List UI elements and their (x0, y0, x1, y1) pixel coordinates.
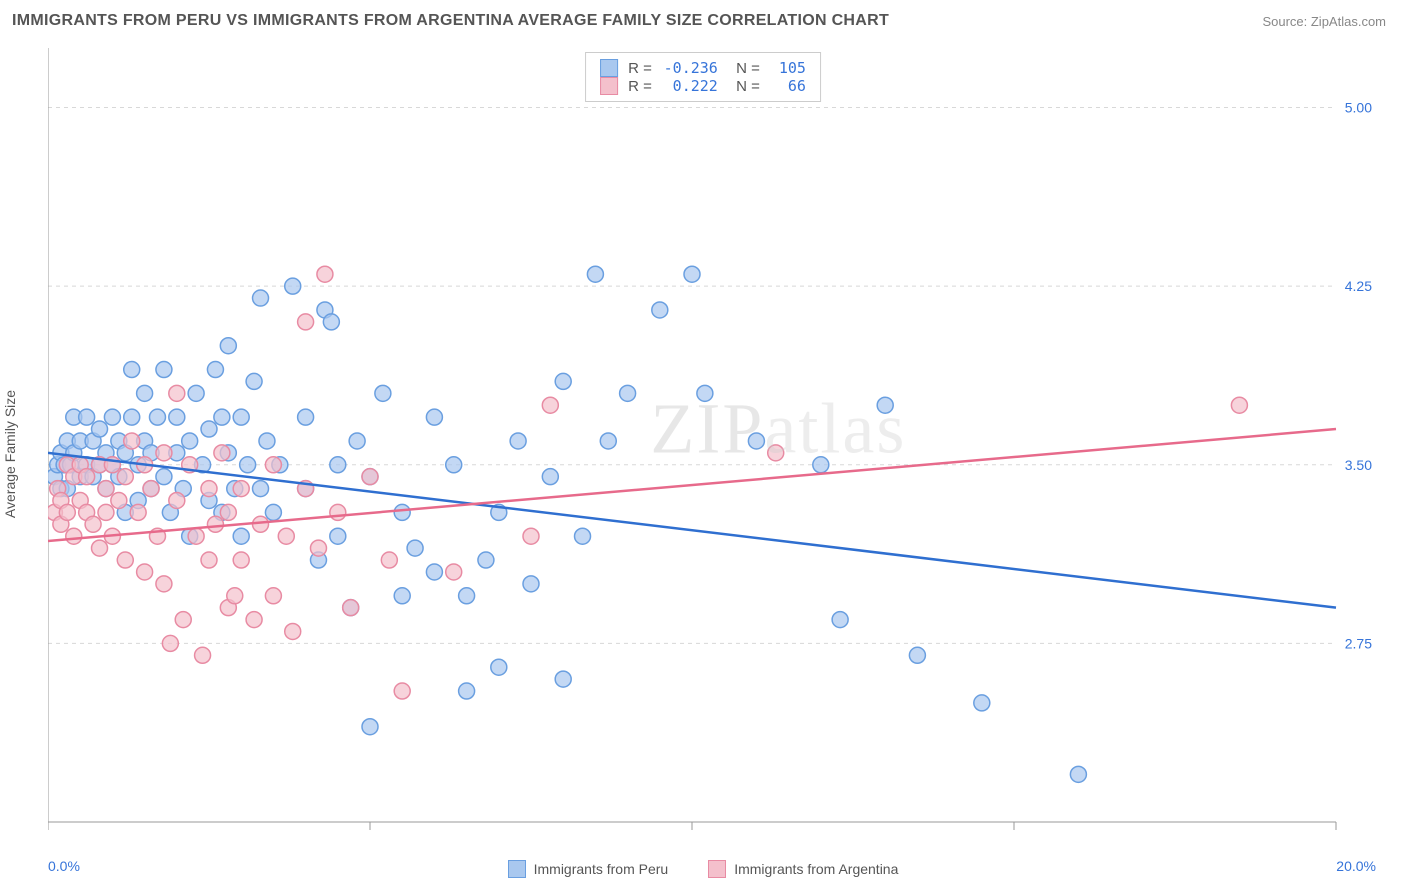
legend-label-argentina: Immigrants from Argentina (734, 861, 898, 877)
legend-swatch-peru (508, 860, 526, 878)
r-value-peru: -0.236 (662, 59, 718, 77)
legend-item-argentina: Immigrants from Argentina (708, 860, 898, 878)
svg-text:4.25: 4.25 (1345, 278, 1372, 294)
swatch-peru (600, 59, 618, 77)
n-value-peru: 105 (770, 59, 806, 77)
chart-plot-area: 2.753.504.255.00 ZIPatlas (48, 48, 1376, 842)
legend-item-peru: Immigrants from Peru (508, 860, 669, 878)
stats-legend-box: R = -0.236 N = 105 R = 0.222 N = 66 (585, 52, 821, 102)
swatch-argentina (600, 77, 618, 95)
legend-label-peru: Immigrants from Peru (534, 861, 669, 877)
y-axis-label: Average Family Size (2, 390, 18, 518)
stats-row-argentina: R = 0.222 N = 66 (600, 77, 806, 95)
chart-source: Source: ZipAtlas.com (1262, 14, 1386, 29)
n-value-argentina: 66 (770, 77, 806, 95)
svg-text:5.00: 5.00 (1345, 100, 1372, 116)
r-value-argentina: 0.222 (662, 77, 718, 95)
stats-row-peru: R = -0.236 N = 105 (600, 59, 806, 77)
chart-title: IMMIGRANTS FROM PERU VS IMMIGRANTS FROM … (12, 12, 889, 30)
svg-text:2.75: 2.75 (1345, 635, 1372, 651)
legend-swatch-argentina (708, 860, 726, 878)
scatter-chart-svg: 2.75 3.50 4.25 5.00 (48, 48, 1376, 842)
series-legend: Immigrants from Peru Immigrants from Arg… (0, 860, 1406, 878)
svg-text:3.50: 3.50 (1345, 457, 1372, 473)
